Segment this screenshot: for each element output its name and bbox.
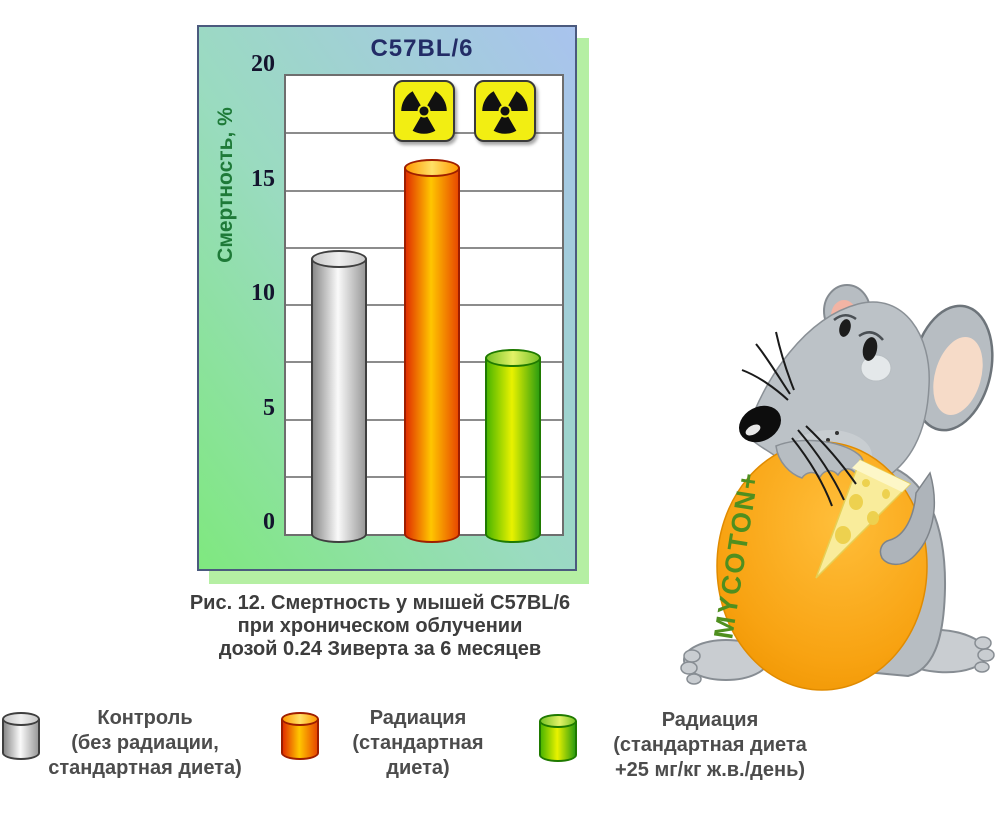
mouse-whiskers-lower: [791, 425, 857, 507]
y-tick-label: 0: [263, 509, 275, 535]
caption-line-2: при хроническом облучении: [237, 615, 523, 637]
cylinder-top: [539, 714, 577, 728]
mouse-whiskers-upper: [741, 331, 795, 401]
cylinder-top: [281, 712, 319, 726]
legend-label-radiation-diet: Радиация (стандартная диета +25 мг/кг ж.…: [585, 708, 835, 783]
caption-line-3: дозой 0.24 Зиверта за 6 месяцев: [218, 638, 542, 660]
y-axis-ticks: 0 5 10 15 20: [209, 27, 275, 573]
chart-title: C57BL/6: [370, 35, 474, 62]
chart-panel: C57BL/6 Смертность, % 0 5 10 15 20: [197, 25, 577, 571]
y-tick-label: 15: [251, 165, 275, 192]
plot-area: [284, 74, 564, 543]
bar-cylinder-top-1: [403, 158, 460, 177]
bar-cylinder-top-2: [484, 348, 541, 367]
legend-label-line: (без радиации,: [71, 732, 219, 754]
legend-label-line: Контроль: [97, 707, 193, 729]
mouse-mascot: MYCOTON+: [680, 284, 995, 691]
legend-label-line: Радиация: [661, 709, 759, 731]
bar-cylinder-top-0: [310, 250, 367, 269]
mouse-ear-big: [910, 304, 994, 432]
legend-label-control: Контроль (без радиации, стандартная диет…: [30, 706, 260, 781]
legend-label-radiation: Радиация (стандартная диета): [318, 706, 518, 781]
y-tick-label: 20: [251, 51, 275, 77]
mouse-nose: [738, 405, 839, 443]
caption-line-1: Рис. 12. Смертность у мышей C57BL/6: [189, 592, 571, 614]
legend-label-line: диета): [386, 757, 450, 779]
legend-label-line: (стандартная: [352, 732, 484, 754]
radiation-warning-badge: [473, 80, 536, 142]
legend-swatch-control: [2, 712, 40, 760]
legend-label-line: +25 мг/кг ж.в./день): [614, 759, 806, 781]
bar-cylinder-body-0: [310, 259, 367, 534]
legend-label-line: стандартная диета): [48, 757, 242, 779]
radiation-warning-badge: [392, 80, 455, 142]
legend-label-line: Радиация: [369, 707, 467, 729]
mouse-eyes: [833, 314, 892, 382]
cylinder-top: [2, 712, 40, 726]
y-tick-label: 10: [251, 280, 275, 306]
radiation-icon: [481, 91, 528, 134]
bar-cylinder-body-2: [484, 357, 541, 534]
legend-swatch-radiation-diet: [539, 714, 577, 762]
radiation-icon: [400, 91, 447, 134]
figure-caption: Рис. 12. Смертность у мышей C57BL/6 при …: [150, 592, 610, 661]
legend-label-line: (стандартная диета: [613, 734, 807, 756]
bar-cylinder-body-1: [403, 167, 460, 534]
y-tick-label: 5: [263, 394, 275, 421]
cheese-wedge: [815, 458, 912, 579]
legend-swatch-radiation: [281, 712, 319, 760]
mouse-paw-right: [879, 471, 936, 566]
